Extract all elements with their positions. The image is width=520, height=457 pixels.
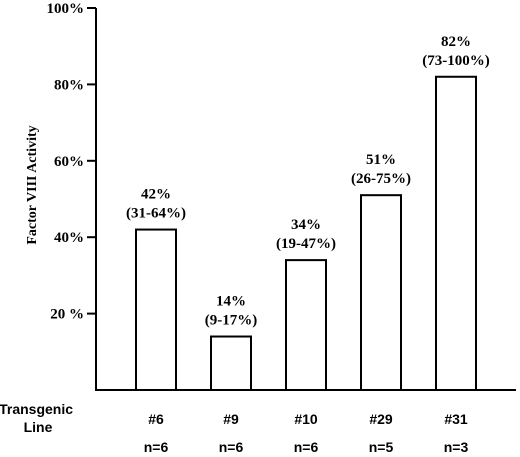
category-tick-label: #29 xyxy=(369,411,393,427)
bar-value-label: 42% xyxy=(141,187,171,203)
y-tick-label: 40% xyxy=(54,230,84,246)
bar xyxy=(360,194,402,391)
bar-range-label: (26-75%) xyxy=(351,171,411,187)
sample-size-label: n=5 xyxy=(369,439,394,455)
sample-size-label: n=6 xyxy=(144,439,169,455)
category-tick-label: #10 xyxy=(294,411,318,427)
y-tick-label: 100% xyxy=(47,1,85,17)
sample-size-label: n=6 xyxy=(294,439,319,455)
y-axis-title: Factor VIII Activity xyxy=(25,125,40,244)
x-axis-title: Transgenic Line xyxy=(0,401,77,435)
category-tick-label: #6 xyxy=(148,411,164,427)
category-tick-label: #31 xyxy=(444,411,468,427)
bar-labels: 42% (31-64%) 14% (9-17%) 34% (19-47%) 51% (26-7… xyxy=(126,34,490,329)
y-tick-label: 60% xyxy=(54,154,84,170)
category-labels: #6 n=6 #9 n=6 #10 n=6 #29 n=5 #31 n=3 xyxy=(144,411,469,455)
sample-size-label: n=6 xyxy=(219,439,244,455)
bar-range-label: (19-47%) xyxy=(276,236,336,252)
bars xyxy=(135,75,477,391)
category-tick-label: #9 xyxy=(223,411,239,427)
bar xyxy=(285,259,327,391)
x-axis-title-line-2: Line xyxy=(24,419,53,435)
y-tick-label: 80% xyxy=(54,77,84,93)
bar xyxy=(135,228,177,391)
bar-range-label: (9-17%) xyxy=(205,313,258,329)
bar-value-label: 14% xyxy=(216,294,246,310)
y-tick-label: 20 % xyxy=(50,307,84,323)
bar-value-label: 34% xyxy=(291,217,321,233)
bar-range-label: (73-100%) xyxy=(422,53,490,69)
bar xyxy=(210,335,252,391)
bar-value-label: 82% xyxy=(441,34,471,50)
bar-range-label: (31-64%) xyxy=(126,206,186,222)
sample-size-label: n=3 xyxy=(444,439,469,455)
y-ticks: 20 % 40% 60% 80% 100% xyxy=(47,1,96,323)
bar-value-label: 51% xyxy=(366,152,396,168)
bar xyxy=(435,75,477,391)
x-axis-title-line-1: Transgenic xyxy=(0,401,73,417)
